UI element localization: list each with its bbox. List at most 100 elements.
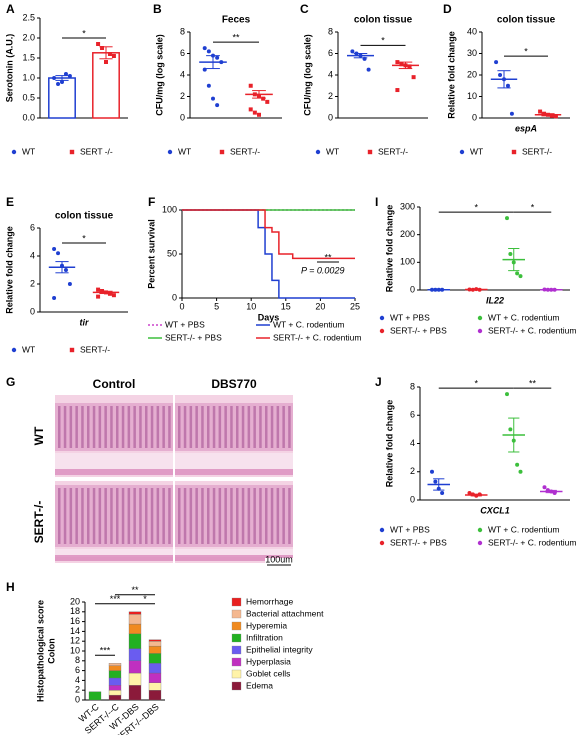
muscle bbox=[55, 555, 173, 561]
data-point bbox=[202, 67, 207, 72]
muscle bbox=[175, 555, 293, 561]
crypt bbox=[178, 488, 181, 544]
legend-label: Hemorrhage bbox=[246, 596, 294, 606]
y-tick-label: 10 bbox=[467, 91, 477, 101]
y-tick-label: 10 bbox=[70, 645, 80, 655]
y-tick-label: 2 bbox=[75, 685, 80, 695]
y-tick-label: 8 bbox=[180, 26, 185, 36]
data-point bbox=[96, 42, 101, 46]
data-point bbox=[508, 427, 513, 432]
y-tick-label: 20 bbox=[70, 596, 80, 606]
legend-label: SERT-/- + PBS bbox=[165, 332, 222, 342]
data-point bbox=[509, 111, 514, 116]
data-point bbox=[433, 287, 438, 292]
data-point bbox=[470, 492, 475, 497]
legend-marker bbox=[477, 328, 483, 334]
crypt bbox=[201, 488, 204, 544]
crypt bbox=[98, 488, 102, 544]
y-tick-label: 0 bbox=[172, 292, 177, 302]
crypt bbox=[145, 488, 148, 544]
data-point bbox=[502, 77, 506, 82]
bar-segment bbox=[148, 641, 162, 647]
data-point bbox=[63, 268, 68, 272]
data-point bbox=[549, 287, 554, 292]
y-tick-label: 2 bbox=[180, 91, 185, 101]
y-axis-label: Colon bbox=[46, 638, 56, 664]
crypt bbox=[218, 406, 222, 448]
data-point bbox=[467, 490, 472, 495]
x-tick-label: 5 bbox=[214, 301, 219, 311]
significance-label: *** bbox=[100, 646, 111, 656]
row-header: WT bbox=[32, 426, 46, 445]
data-point bbox=[403, 63, 408, 68]
x-axis-label: tir bbox=[80, 317, 89, 327]
submucosa bbox=[175, 549, 293, 557]
data-point bbox=[411, 75, 416, 80]
significance-label: * bbox=[474, 202, 478, 212]
legend-label: SERT-/- + C. rodentium bbox=[488, 537, 576, 547]
crypt bbox=[63, 406, 67, 448]
data-point bbox=[111, 293, 116, 298]
y-tick-label: 0 bbox=[410, 284, 415, 294]
mucosa bbox=[55, 403, 173, 451]
crypt bbox=[127, 406, 131, 448]
data-point bbox=[56, 251, 61, 256]
crypt bbox=[133, 406, 136, 448]
crypt bbox=[104, 406, 107, 448]
legend-marker bbox=[477, 527, 483, 533]
crypt bbox=[270, 488, 274, 544]
data-point bbox=[104, 60, 108, 64]
significance-label: ** bbox=[529, 378, 537, 388]
legend-marker bbox=[315, 149, 321, 155]
crypt bbox=[58, 406, 61, 448]
legend-label: SERT-/- + PBS bbox=[390, 325, 447, 335]
crypt bbox=[247, 406, 251, 448]
bar-segment bbox=[108, 690, 122, 696]
crypt bbox=[104, 488, 107, 544]
crypt bbox=[121, 406, 125, 448]
y-axis-label: Histopathological score bbox=[35, 600, 45, 702]
legend-marker bbox=[511, 149, 517, 155]
legend-swatch bbox=[231, 609, 242, 619]
data-point bbox=[549, 489, 554, 494]
mucosa bbox=[175, 485, 293, 547]
legend-label: Goblet cells bbox=[246, 668, 290, 678]
bar-segment bbox=[128, 685, 142, 701]
y-tick-label: 2 bbox=[328, 91, 333, 101]
data-point bbox=[474, 287, 479, 292]
column-header: Control bbox=[93, 377, 136, 391]
crypt bbox=[259, 406, 262, 448]
x-tick-label: 25 bbox=[350, 301, 360, 311]
bar-segment bbox=[148, 690, 162, 701]
panel-letter: E bbox=[6, 195, 14, 209]
x-axis-label: IL22 bbox=[486, 295, 504, 305]
y-tick-label: 6 bbox=[328, 48, 333, 58]
y-tick-label: 40 bbox=[467, 26, 477, 36]
crypt bbox=[162, 406, 165, 448]
crypt bbox=[150, 488, 154, 544]
significance-label: ** bbox=[232, 33, 240, 43]
data-point bbox=[538, 109, 543, 114]
y-axis-label: Percent survival bbox=[146, 219, 156, 289]
significance-label: * bbox=[143, 594, 147, 604]
y-tick-label: 6 bbox=[30, 222, 35, 232]
data-point bbox=[211, 96, 215, 101]
legend-marker bbox=[219, 149, 225, 155]
legend-label: SERT-/- + C. rodentium bbox=[273, 332, 361, 342]
legend-label: SERT -/- bbox=[80, 146, 113, 156]
y-tick-label: 300 bbox=[400, 201, 415, 211]
crypt bbox=[276, 406, 280, 448]
data-point bbox=[511, 438, 516, 443]
crypt bbox=[212, 406, 216, 448]
data-point bbox=[518, 469, 523, 474]
panel-letter: J bbox=[375, 375, 382, 389]
crypt bbox=[230, 488, 233, 544]
data-point bbox=[265, 99, 270, 104]
panel-letter: F bbox=[148, 195, 155, 209]
bar-segment bbox=[148, 645, 162, 654]
panel-letter: I bbox=[375, 195, 378, 209]
panel-letter: A bbox=[6, 2, 15, 16]
crypt bbox=[207, 488, 210, 544]
panel-letter: G bbox=[6, 375, 15, 389]
data-point bbox=[407, 64, 412, 69]
